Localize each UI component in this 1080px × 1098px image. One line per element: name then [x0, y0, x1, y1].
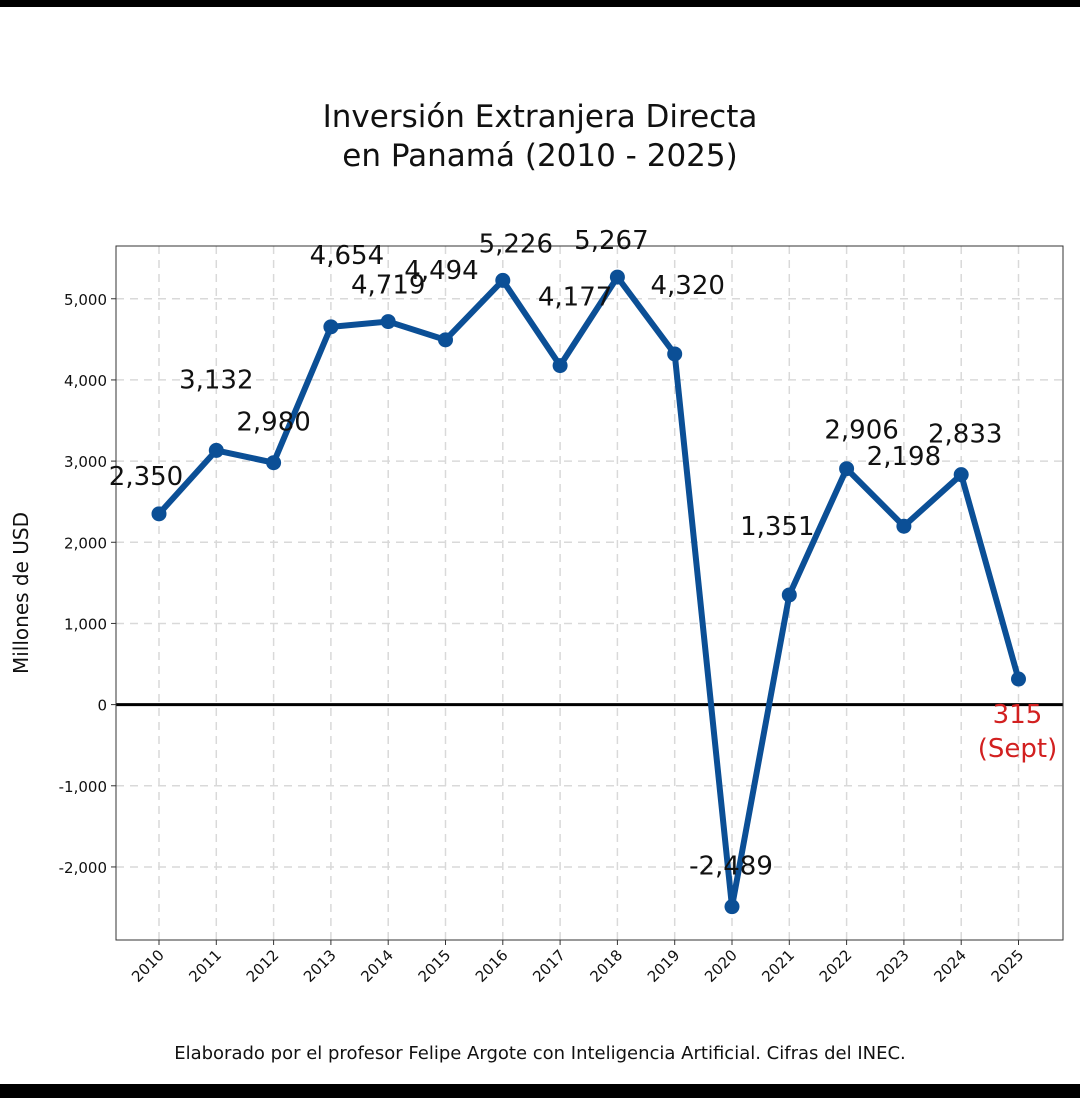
data-point — [552, 358, 568, 374]
y-tick-label: 1,000 — [64, 615, 107, 633]
x-tick-label: 2011 — [185, 946, 225, 986]
y-tick-label: 2,000 — [64, 534, 107, 552]
x-tick-label: 2018 — [586, 946, 626, 986]
chart-title-line2: en Panamá (2010 - 2025) — [342, 138, 738, 174]
y-tick-label: -1,000 — [59, 778, 107, 796]
data-label: 4,494 — [404, 256, 478, 286]
data-label: 2,198 — [867, 442, 941, 472]
data-point — [724, 899, 740, 915]
plot-frame — [115, 245, 1064, 941]
data-label: -2,489 — [689, 852, 773, 882]
data-label: 5,226 — [479, 229, 553, 259]
data-label: 2,350 — [109, 462, 183, 492]
plot-area — [116, 246, 1063, 940]
y-tick-label: 5,000 — [64, 291, 107, 309]
data-point — [1011, 671, 1026, 687]
footer-credit: Elaborado por el profesor Felipe Argote … — [174, 1043, 906, 1064]
y-axis-label: Millones de USD — [9, 512, 33, 674]
x-tick-label: 2017 — [529, 946, 569, 986]
x-tick-label: 2020 — [701, 946, 741, 986]
data-label: 315 — [993, 700, 1043, 730]
x-tick-label: 2012 — [243, 946, 283, 986]
data-point — [495, 272, 511, 288]
x-tick-label: 2025 — [988, 946, 1028, 986]
data-label: 5,267 — [574, 226, 648, 256]
data-label-note: (Sept) — [978, 734, 1058, 764]
top-border — [0, 0, 1080, 7]
x-tick-label: 2013 — [300, 946, 340, 986]
x-tick-label: 2010 — [128, 946, 168, 986]
data-label: 2,980 — [236, 408, 310, 438]
y-tick-label: 3,000 — [64, 453, 107, 471]
data-point — [438, 332, 453, 348]
data-label: 1,351 — [740, 512, 814, 542]
data-point — [781, 587, 797, 603]
data-label: 3,132 — [179, 365, 253, 395]
x-tick-label: 2022 — [816, 946, 856, 986]
data-point — [609, 269, 625, 285]
data-point — [667, 346, 683, 362]
data-label: 4,719 — [351, 271, 425, 301]
data-point — [208, 442, 224, 458]
data-label: 2,833 — [928, 420, 1002, 450]
x-tick-label: 2021 — [758, 946, 798, 986]
data-label: 4,177 — [538, 283, 612, 313]
y-tick-label: 0 — [97, 697, 107, 715]
bottom-border — [0, 1084, 1080, 1098]
y-tick-label: -2,000 — [59, 859, 107, 877]
data-point — [323, 319, 339, 335]
data-point — [839, 461, 855, 477]
x-tick-label: 2014 — [357, 946, 397, 986]
data-label: 4,320 — [650, 271, 724, 301]
chart-title-line1: Inversión Extranjera Directa — [322, 99, 758, 135]
data-point — [380, 314, 396, 330]
data-label: 4,654 — [310, 241, 384, 271]
series-line — [156, 274, 1022, 910]
x-tick-label: 2023 — [873, 946, 913, 986]
x-tick-label: 2015 — [415, 946, 455, 986]
data-point — [266, 455, 282, 471]
y-tick-label: 4,000 — [64, 372, 107, 390]
data-point — [151, 506, 167, 522]
data-label: 2,906 — [824, 416, 898, 446]
x-tick-label: 2019 — [644, 946, 684, 986]
x-tick-label: 2024 — [930, 946, 970, 986]
data-point — [896, 518, 912, 534]
data-point — [953, 467, 969, 483]
x-tick-label: 2016 — [472, 946, 512, 986]
